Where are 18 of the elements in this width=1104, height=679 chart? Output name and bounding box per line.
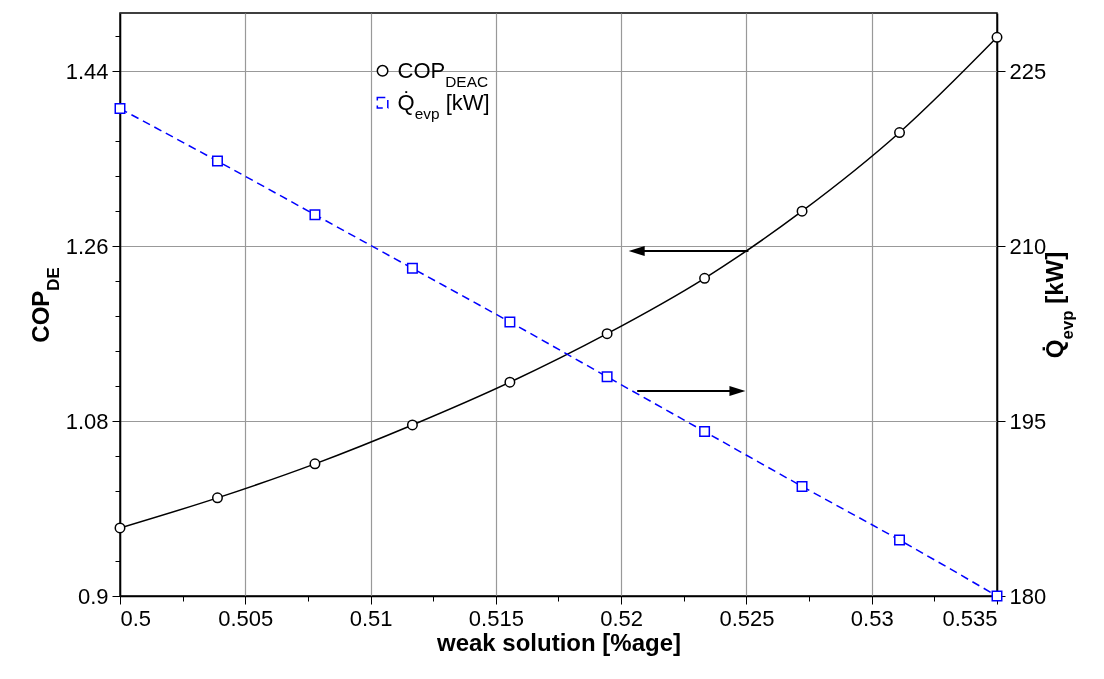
x-axis-title: weak solution [%age] xyxy=(435,628,682,656)
x-tick-label: 0.5 xyxy=(120,605,152,631)
legend-label: Q̇$_{evp}$ [kW] xyxy=(397,89,490,122)
y-tick-label: 1.08 xyxy=(65,408,109,434)
x-tick-label: 0.515 xyxy=(468,605,524,631)
y-tick-label: 0.9 xyxy=(77,583,109,609)
x-tick-label: 0.53 xyxy=(850,605,894,631)
x-tick-label: 0.505 xyxy=(218,605,274,631)
x-tick-label: 0.51 xyxy=(349,605,393,631)
x-tick-label: 0.52 xyxy=(600,605,644,631)
y-tick-label: 1.26 xyxy=(65,233,109,259)
y2-tick-label: 195 xyxy=(1009,408,1047,434)
legend-label: COP$_{DEAC}$ xyxy=(397,57,489,90)
y2-tick-label: 180 xyxy=(1009,583,1047,609)
x-tick-label: 0.535 xyxy=(942,605,998,631)
x-tick-label: 0.525 xyxy=(719,605,775,631)
y2-tick-label: 225 xyxy=(1009,58,1047,84)
y-tick-label: 1.44 xyxy=(65,58,109,84)
